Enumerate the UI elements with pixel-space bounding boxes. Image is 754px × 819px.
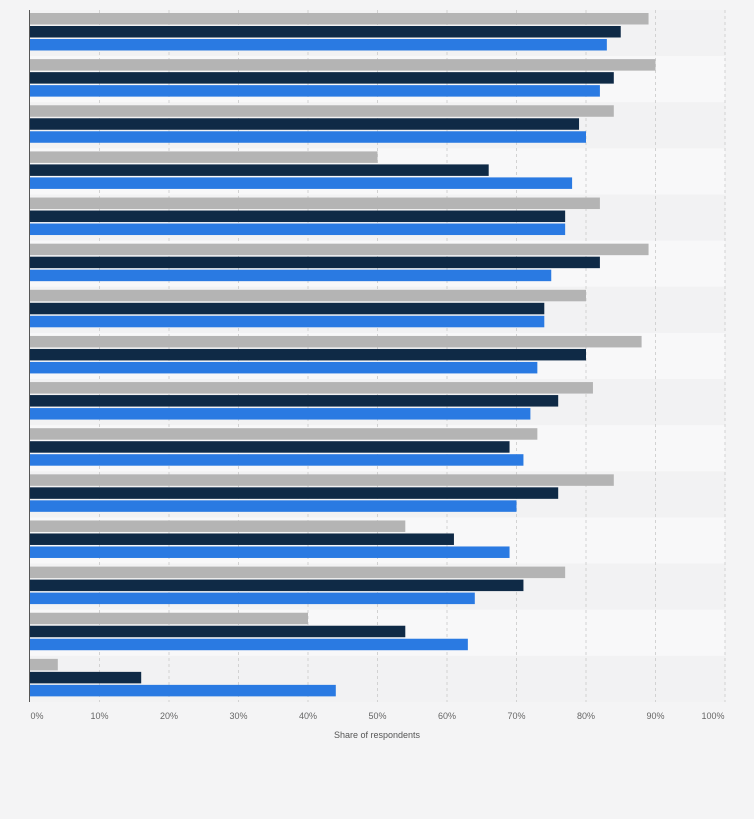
bar-series-2[interactable] xyxy=(30,395,559,407)
bar-series-3[interactable] xyxy=(30,177,573,189)
bar-series-1[interactable] xyxy=(30,566,566,579)
bar-series-3[interactable] xyxy=(30,269,552,282)
x-tick-label: 20% xyxy=(160,711,178,721)
bar-series-2[interactable] xyxy=(30,487,559,499)
bar-series-3[interactable] xyxy=(30,315,545,328)
bar-series-1[interactable] xyxy=(30,243,649,256)
bar-series-1[interactable] xyxy=(30,151,378,163)
bar-series-3[interactable] xyxy=(30,500,517,512)
bar-series-1[interactable] xyxy=(30,335,642,348)
bar-series-3[interactable] xyxy=(30,454,524,466)
bar-series-1[interactable] xyxy=(30,520,406,532)
bar-series-3[interactable] xyxy=(30,223,566,236)
x-tick-label: 50% xyxy=(368,711,386,721)
bar-series-3[interactable] xyxy=(30,408,531,420)
x-tick-labels: 0% 10% 20% 30% 40% 50% 60% 70% 80% 90% 100% xyxy=(30,711,724,721)
x-axis-title: Share of respondents xyxy=(334,730,421,740)
bars xyxy=(30,13,656,697)
bar-series-2[interactable] xyxy=(30,625,406,638)
x-tick-label: 40% xyxy=(299,711,317,721)
bar-series-2[interactable] xyxy=(30,118,580,130)
bar-series-3[interactable] xyxy=(30,684,336,697)
bar-series-1[interactable] xyxy=(30,289,586,302)
bar-series-1[interactable] xyxy=(30,105,614,117)
bar-series-3[interactable] xyxy=(30,85,600,97)
x-tick-label: 10% xyxy=(90,711,108,721)
bar-series-1[interactable] xyxy=(30,197,600,210)
bar-series-3[interactable] xyxy=(30,546,510,558)
bar-series-1[interactable] xyxy=(30,382,593,394)
bar-series-3[interactable] xyxy=(30,592,475,605)
bar-series-2[interactable] xyxy=(30,164,489,176)
bar-series-2[interactable] xyxy=(30,26,621,38)
bar-series-2[interactable] xyxy=(30,579,524,592)
x-tick-label: 60% xyxy=(438,711,456,721)
x-tick-label: 80% xyxy=(577,711,595,721)
bar-series-2[interactable] xyxy=(30,72,614,84)
bar-series-2[interactable] xyxy=(30,256,600,269)
x-tick-label: 100% xyxy=(701,711,724,721)
bar-series-2[interactable] xyxy=(30,533,454,545)
bar-series-3[interactable] xyxy=(30,39,607,51)
bar-series-1[interactable] xyxy=(30,13,649,25)
x-tick-label: 30% xyxy=(229,711,247,721)
bar-series-1[interactable] xyxy=(30,474,614,486)
bar-series-2[interactable] xyxy=(30,671,142,684)
bar-series-2[interactable] xyxy=(30,348,586,361)
bar-series-1[interactable] xyxy=(30,612,308,625)
x-tick-label: 0% xyxy=(30,711,43,721)
bar-series-3[interactable] xyxy=(30,361,538,374)
bar-series-1[interactable] xyxy=(30,658,58,671)
bar-series-2[interactable] xyxy=(30,210,566,223)
x-tick-label: 90% xyxy=(646,711,664,721)
x-tick-label: 70% xyxy=(507,711,525,721)
bar-series-2[interactable] xyxy=(30,441,510,453)
bar-series-3[interactable] xyxy=(30,638,468,651)
bar-series-2[interactable] xyxy=(30,302,545,315)
bar-series-1[interactable] xyxy=(30,428,538,440)
bar-series-3[interactable] xyxy=(30,131,586,143)
bar-series-1[interactable] xyxy=(30,59,656,71)
